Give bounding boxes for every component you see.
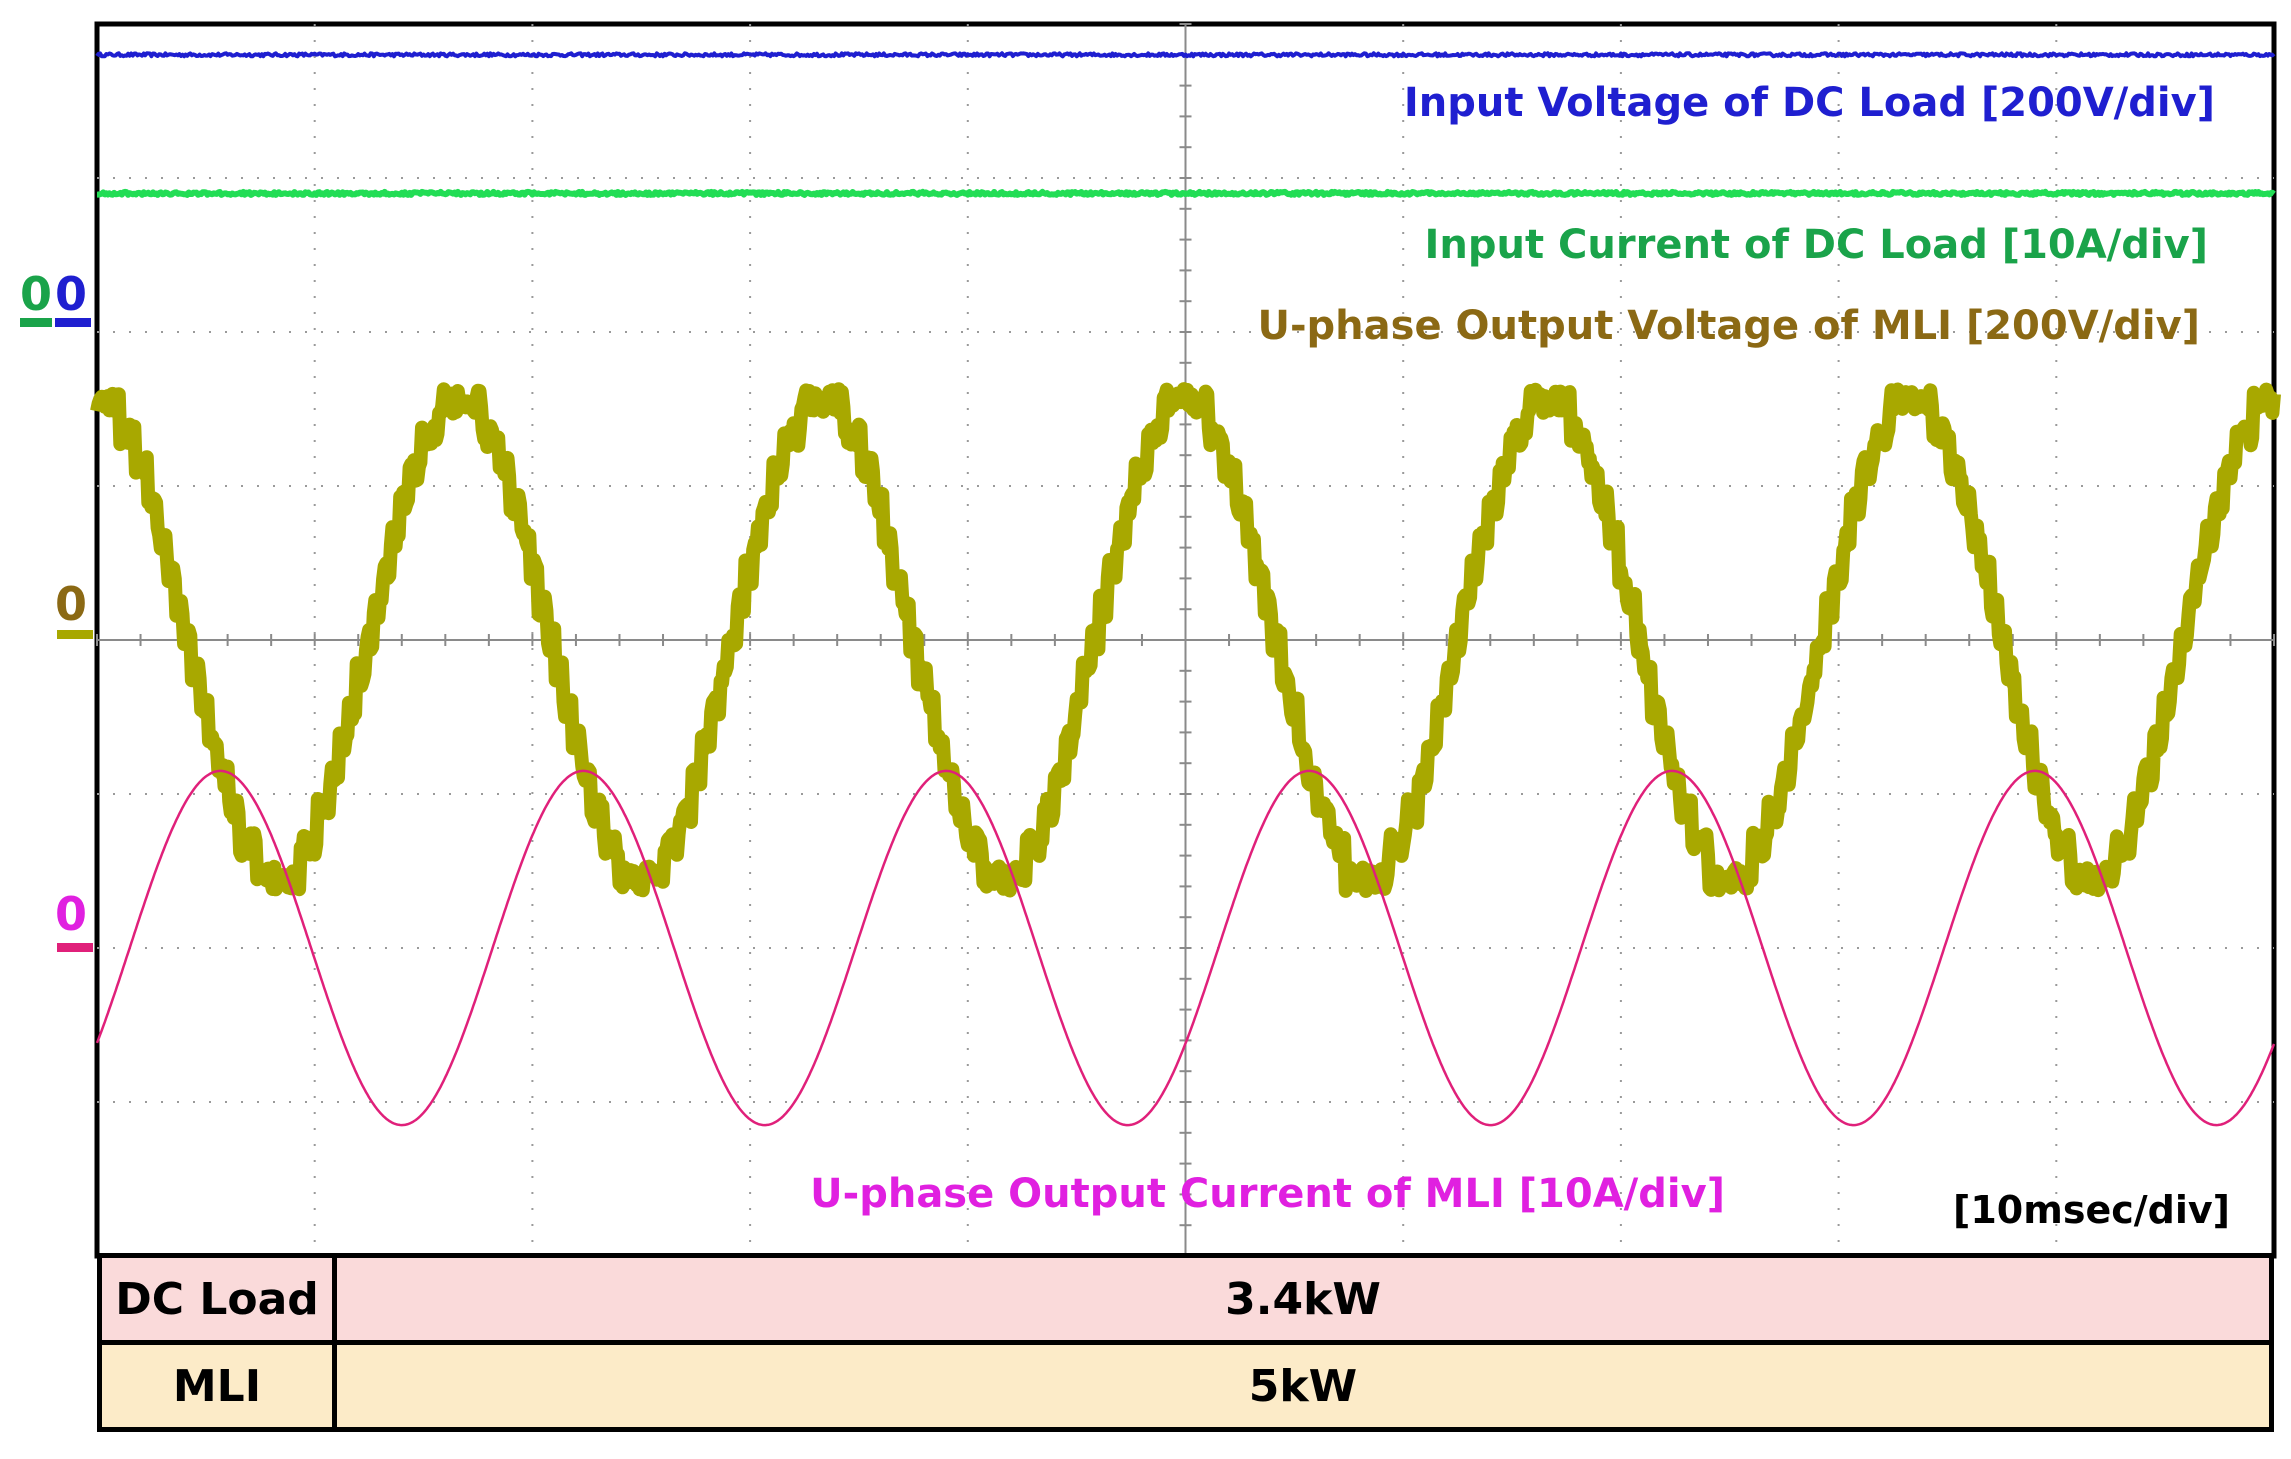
trace-dc-current — [95, 188, 2276, 198]
time-scale-label: [10msec/div] — [1953, 1188, 2230, 1232]
ground-marker-mli-current-bar — [57, 943, 93, 952]
dc-load-label: DC Load — [97, 1253, 337, 1345]
power-table: DC Load 3.4kW MLI 5kW — [97, 1253, 2274, 1432]
series-label-mli-current: U-phase Output Current of MLI [10A/div] — [810, 1171, 1725, 1217]
grid — [96, 23, 2275, 1257]
ground-marker-mli-voltage-bar — [57, 630, 93, 639]
ground-marker-mli-voltage: 0 — [55, 577, 87, 631]
dc-load-value: 3.4kW — [332, 1253, 2274, 1345]
ground-marker-dc-voltage: 0 — [55, 267, 87, 321]
ground-marker-dc-current: 0 — [20, 267, 52, 321]
ground-marker-dc-current-bar — [20, 318, 52, 327]
mli-value: 5kW — [332, 1340, 2274, 1432]
series-label-dc-voltage: Input Voltage of DC Load [200V/div] — [1404, 80, 2215, 126]
ground-markers: 0 0 0 0 — [20, 267, 93, 952]
trace-dc-voltage — [95, 51, 2276, 59]
ground-marker-mli-current: 0 — [55, 887, 87, 941]
traces — [90, 51, 2281, 1127]
trace-mli-current — [95, 769, 2276, 1127]
ground-marker-dc-voltage-bar — [55, 318, 91, 327]
table-row-mli: MLI 5kW — [97, 1340, 2274, 1432]
series-label-dc-current: Input Current of DC Load [10A/div] — [1425, 222, 2208, 268]
trace-mli-voltage — [90, 382, 2281, 898]
mli-label: MLI — [97, 1340, 337, 1432]
series-label-mli-voltage: U-phase Output Voltage of MLI [200V/div] — [1257, 303, 2200, 349]
table-row-dc-load: DC Load 3.4kW — [97, 1253, 2274, 1345]
